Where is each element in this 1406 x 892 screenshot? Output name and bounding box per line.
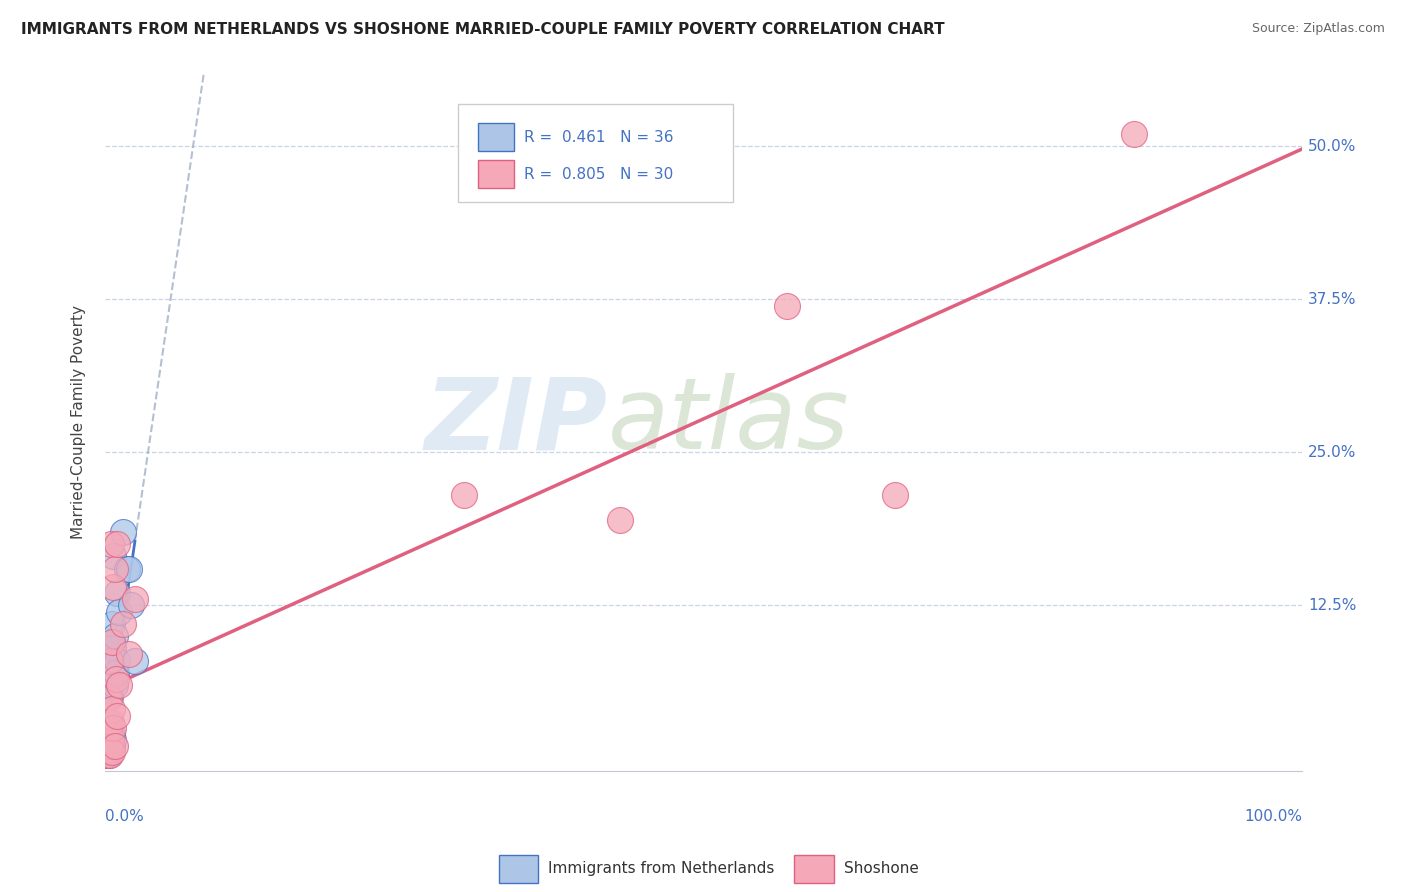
Text: Source: ZipAtlas.com: Source: ZipAtlas.com <box>1251 22 1385 36</box>
Point <box>100 714 122 729</box>
Text: 100.0%: 100.0% <box>1244 809 1302 824</box>
Point <box>111 616 134 631</box>
Point <box>111 524 134 539</box>
Text: Immigrants from Netherlands: Immigrants from Netherlands <box>548 862 775 876</box>
Point <box>124 592 146 607</box>
Text: IMMIGRANTS FROM NETHERLANDS VS SHOSHONE MARRIED-COUPLE FAMILY POVERTY CORRELATIO: IMMIGRANTS FROM NETHERLANDS VS SHOSHONE … <box>21 22 945 37</box>
Point <box>98 745 121 759</box>
Point <box>96 745 118 759</box>
Point <box>609 513 631 527</box>
Text: Shoshone: Shoshone <box>844 862 918 876</box>
FancyBboxPatch shape <box>478 161 515 188</box>
Point <box>103 549 125 564</box>
Point <box>100 678 122 692</box>
Point <box>101 727 124 741</box>
Point <box>96 741 118 756</box>
Point <box>103 562 125 576</box>
Point <box>96 739 118 754</box>
Point <box>105 586 128 600</box>
Point <box>101 616 124 631</box>
Point <box>884 488 907 502</box>
Point <box>96 745 118 759</box>
Point <box>103 629 125 643</box>
Point <box>97 741 120 756</box>
Point <box>1123 127 1146 141</box>
Point <box>100 733 122 747</box>
Point <box>103 678 125 692</box>
Point <box>100 733 122 747</box>
Point <box>97 721 120 735</box>
Text: 50.0%: 50.0% <box>1308 139 1357 154</box>
Point <box>118 648 141 662</box>
Point <box>98 690 121 705</box>
Point <box>96 745 118 759</box>
Point <box>453 488 475 502</box>
Point <box>103 721 125 735</box>
Point <box>96 747 118 762</box>
Point <box>97 741 120 756</box>
Point <box>118 562 141 576</box>
Text: 12.5%: 12.5% <box>1308 598 1357 613</box>
Point <box>103 641 125 656</box>
Point <box>105 708 128 723</box>
Text: atlas: atlas <box>607 374 849 470</box>
Point <box>100 537 122 551</box>
Point <box>115 562 138 576</box>
Text: 37.5%: 37.5% <box>1308 292 1357 307</box>
Text: R =  0.461   N = 36: R = 0.461 N = 36 <box>524 129 673 145</box>
Point <box>108 605 131 619</box>
FancyBboxPatch shape <box>478 123 515 151</box>
Point <box>124 654 146 668</box>
Point <box>103 733 125 747</box>
Point <box>97 747 120 762</box>
Point <box>100 741 122 756</box>
Point <box>98 739 121 754</box>
Text: 0.0%: 0.0% <box>105 809 143 824</box>
Point <box>105 654 128 668</box>
Point <box>96 747 118 762</box>
Point <box>104 665 127 680</box>
Text: R =  0.805   N = 30: R = 0.805 N = 30 <box>524 167 673 182</box>
Point <box>103 580 125 594</box>
Point <box>105 537 128 551</box>
Point <box>776 299 799 313</box>
Point <box>98 727 121 741</box>
Point <box>100 648 122 662</box>
Point <box>101 739 124 754</box>
Point <box>98 747 121 762</box>
Point <box>96 727 118 741</box>
Point <box>101 635 124 649</box>
Y-axis label: Married-Couple Family Poverty: Married-Couple Family Poverty <box>72 305 86 539</box>
Text: 25.0%: 25.0% <box>1308 445 1357 460</box>
Point <box>97 733 120 747</box>
Point <box>104 672 127 686</box>
FancyBboxPatch shape <box>458 104 734 202</box>
Point <box>97 690 120 705</box>
Text: ZIP: ZIP <box>425 374 607 470</box>
Point <box>101 702 124 716</box>
Point <box>108 678 131 692</box>
Point <box>98 654 121 668</box>
Point <box>120 599 142 613</box>
Point <box>101 745 124 759</box>
Point <box>98 739 121 754</box>
Point <box>103 739 125 754</box>
Point <box>97 714 120 729</box>
Point <box>101 635 124 649</box>
